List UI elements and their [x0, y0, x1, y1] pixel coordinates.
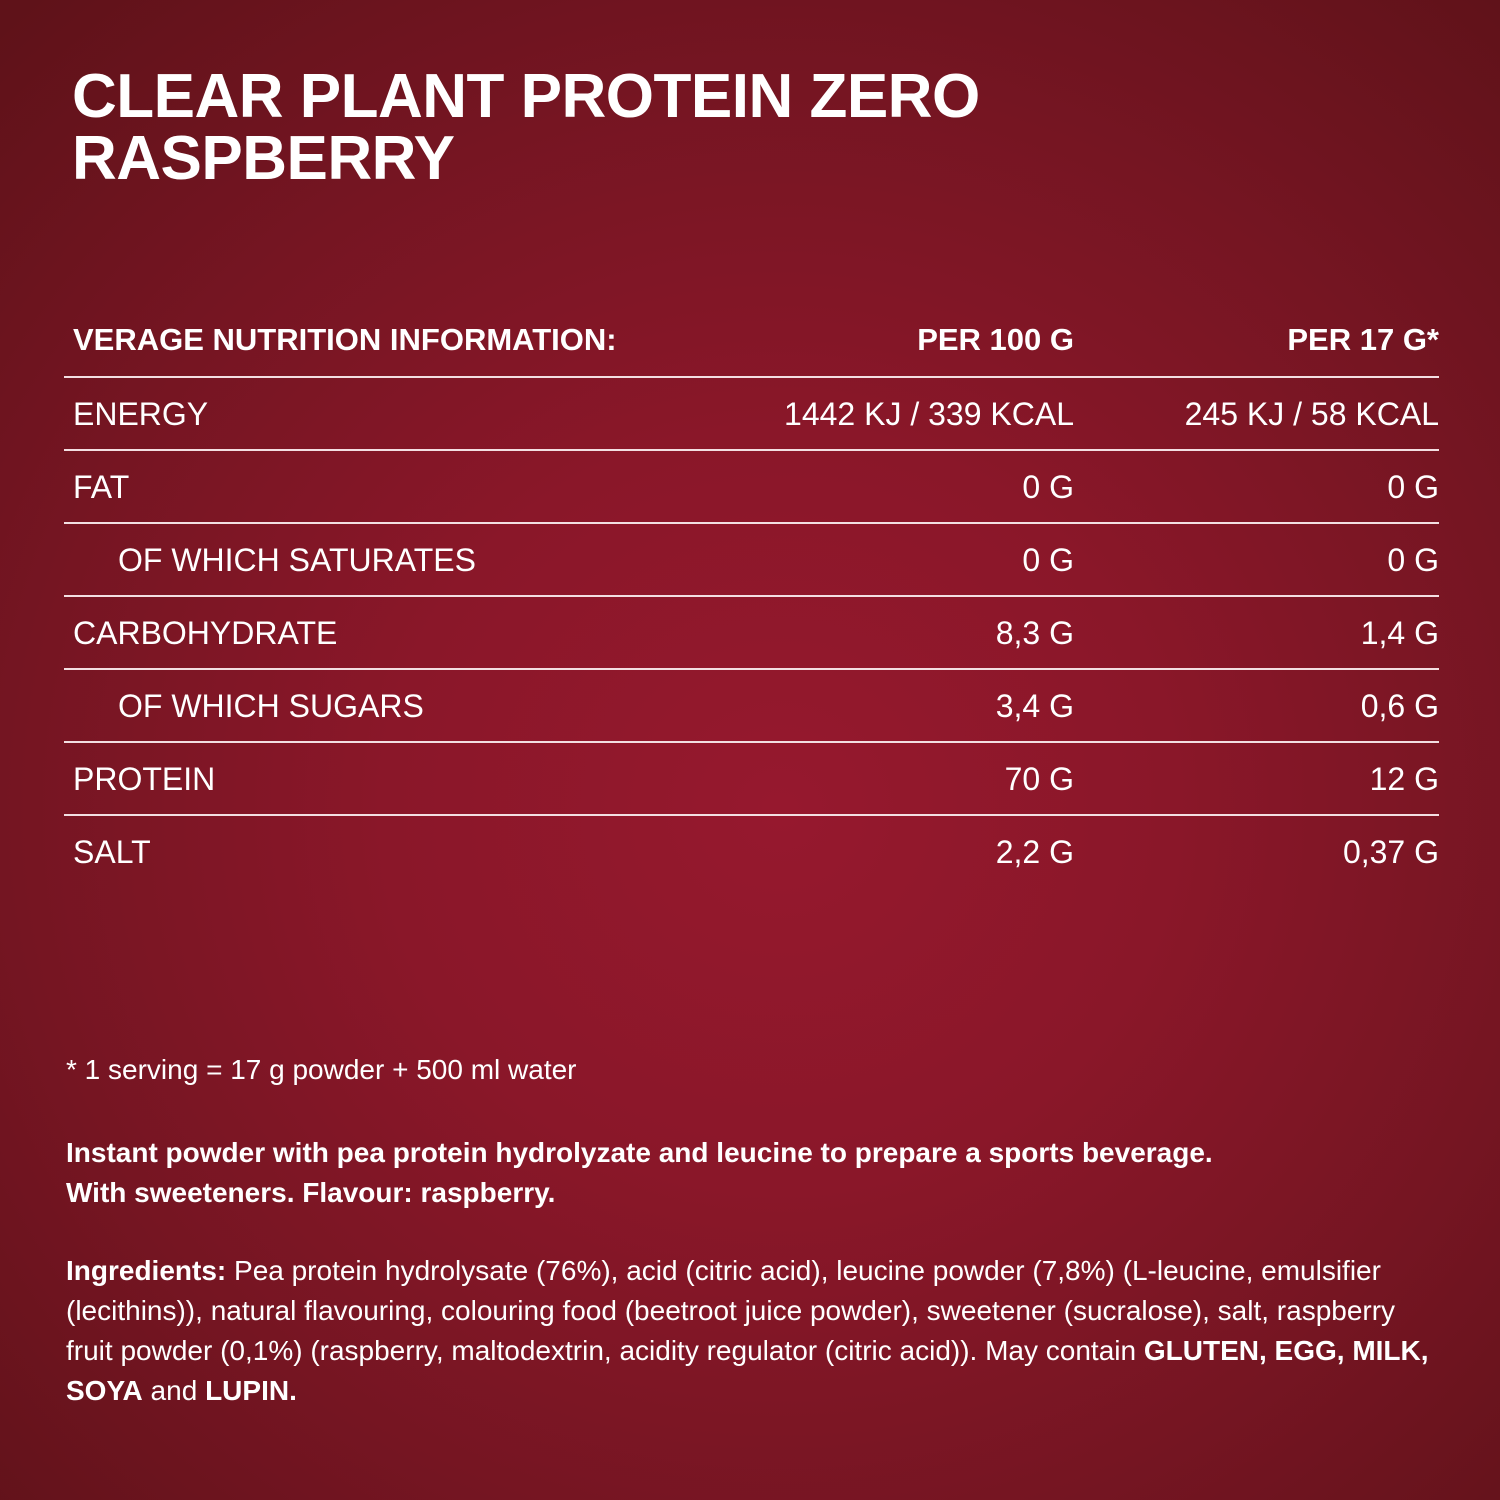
product-description-line-1: Instant powder with pea protein hydrolyz…	[66, 1137, 1213, 1168]
nutrient-per-serving-value: 12 G	[1369, 761, 1439, 797]
product-title: CLEAR PLANT PROTEIN ZERO RASPBERRY	[72, 66, 1372, 190]
nutrient-per100-value: 1442 KJ / 339 KCAL	[784, 396, 1074, 432]
product-title-line-2: RASPBERRY	[72, 124, 455, 193]
nutrition-row-fat: FAT 0 G 0 G	[64, 451, 1439, 524]
nutrition-header-per-serving: PER 17 G*	[1287, 322, 1439, 357]
nutrition-header-label: VERAGE NUTRITION INFORMATION:	[73, 322, 617, 357]
nutrient-per-serving-value: 245 KJ / 58 KCAL	[1184, 396, 1439, 432]
nutrient-per-serving-value: 0,37 G	[1342, 834, 1439, 870]
allergen-lupin: LUPIN.	[205, 1375, 297, 1406]
nutrient-per-serving-value: 0,6 G	[1360, 688, 1439, 724]
nutrient-label: FAT	[73, 469, 130, 505]
nutrition-row-sugars: OF WHICH SUGARS 3,4 G 0,6 G	[64, 670, 1439, 743]
nutrition-row-energy: ENERGY 1442 KJ / 339 KCAL 245 KJ / 58 KC…	[64, 378, 1439, 451]
ingredients-label: Ingredients:	[66, 1255, 227, 1286]
serving-footnote: * 1 serving = 17 g powder + 500 ml water	[66, 1054, 577, 1085]
product-description: Instant powder with pea protein hydrolyz…	[66, 1133, 1446, 1213]
nutrient-label: ENERGY	[73, 396, 209, 432]
nutrient-per100-value: 0 G	[1022, 469, 1074, 505]
nutrient-per-serving-value: 0 G	[1387, 542, 1439, 578]
ingredients-statement: Ingredients: Pea protein hydrolysate (76…	[66, 1251, 1436, 1411]
nutrition-row-protein: PROTEIN 70 G 12 G	[64, 743, 1439, 816]
nutrient-per100-value: 70 G	[1004, 761, 1074, 797]
nutrition-header-row: VERAGE NUTRITION INFORMATION: PER 100 G …	[64, 304, 1439, 378]
product-description-line-2: With sweeteners. Flavour: raspberry.	[66, 1177, 556, 1208]
nutrient-label: SALT	[73, 834, 151, 870]
nutrient-per-serving-value: 0 G	[1387, 469, 1439, 505]
nutrient-label: OF WHICH SATURATES	[118, 542, 476, 578]
nutrient-per-serving-value: 1,4 G	[1360, 615, 1439, 651]
allergens-list: GLUTEN, EGG, MILK, SOYA	[66, 1335, 1429, 1406]
nutrition-row-saturates: OF WHICH SATURATES 0 G 0 G	[64, 524, 1439, 597]
product-title-line-1: CLEAR PLANT PROTEIN ZERO	[72, 62, 980, 131]
allergens-conjunction: and	[142, 1375, 206, 1406]
nutrition-row-carbohydrate: CARBOHYDRATE 8,3 G 1,4 G	[64, 597, 1439, 670]
nutrient-per100-value: 0 G	[1022, 542, 1074, 578]
nutrition-table: VERAGE NUTRITION INFORMATION: PER 100 G …	[64, 304, 1439, 887]
nutrition-header-per100: PER 100 G	[917, 322, 1074, 357]
nutrient-per100-value: 3,4 G	[995, 688, 1074, 724]
ingredients-text: Pea protein hydrolysate (76%), acid (cit…	[66, 1255, 1396, 1366]
nutrient-label: CARBOHYDRATE	[73, 615, 338, 651]
nutrition-row-salt: SALT 2,2 G 0,37 G	[64, 816, 1439, 887]
nutrient-per100-value: 2,2 G	[995, 834, 1074, 870]
nutrient-per100-value: 8,3 G	[995, 615, 1074, 651]
nutrient-label: PROTEIN	[73, 761, 216, 797]
nutrient-label: OF WHICH SUGARS	[118, 688, 424, 724]
